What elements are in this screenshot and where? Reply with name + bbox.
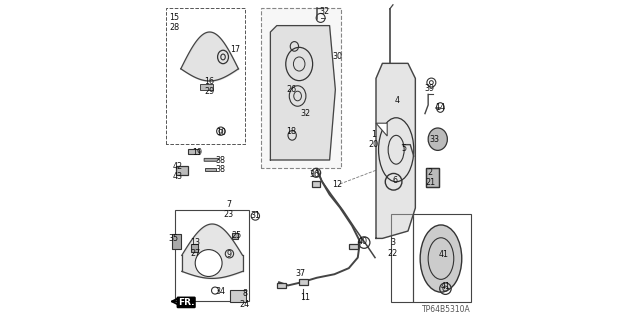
Bar [188, 149, 198, 154]
Bar [426, 168, 439, 187]
Text: 38: 38 [216, 156, 226, 164]
Bar [278, 283, 285, 288]
Text: 32: 32 [320, 7, 330, 16]
Text: 16
29: 16 29 [204, 77, 215, 96]
Text: 36: 36 [309, 170, 319, 179]
Bar [349, 244, 358, 249]
Text: 19: 19 [192, 148, 202, 156]
Polygon shape [200, 84, 212, 90]
Text: 4: 4 [395, 96, 400, 105]
Text: 3
22: 3 22 [388, 238, 398, 258]
Text: 41: 41 [441, 282, 451, 291]
Text: 37: 37 [296, 269, 306, 278]
Text: 32: 32 [301, 109, 310, 118]
Text: 9: 9 [226, 250, 232, 259]
Text: 17: 17 [230, 45, 240, 54]
Bar [175, 166, 188, 175]
Text: 41: 41 [438, 250, 448, 259]
Text: 12: 12 [333, 180, 342, 188]
Text: 14: 14 [436, 103, 445, 112]
Bar [232, 233, 238, 239]
Text: 34: 34 [216, 287, 226, 296]
Text: 40: 40 [358, 237, 367, 246]
Text: 38: 38 [216, 165, 226, 174]
Text: 26: 26 [286, 85, 296, 94]
Text: 7
23: 7 23 [224, 200, 234, 219]
Bar [191, 244, 198, 252]
Text: 1
20: 1 20 [369, 130, 379, 149]
Text: 31: 31 [250, 212, 260, 220]
Text: TP64B5310A: TP64B5310A [422, 305, 471, 314]
Text: 25: 25 [231, 231, 241, 240]
Text: 6: 6 [392, 176, 397, 185]
Text: 33: 33 [429, 135, 439, 144]
Text: 18: 18 [286, 127, 296, 136]
Text: 42
43: 42 43 [173, 162, 182, 181]
Bar [426, 168, 439, 187]
Polygon shape [270, 26, 335, 160]
Ellipse shape [420, 225, 462, 292]
Ellipse shape [428, 128, 447, 150]
Bar [230, 290, 246, 302]
Polygon shape [205, 168, 216, 171]
Text: 15
28: 15 28 [170, 13, 179, 32]
Bar [298, 279, 308, 285]
Text: 8
24: 8 24 [240, 290, 250, 309]
Text: 11: 11 [301, 293, 310, 302]
Text: 2
21: 2 21 [426, 168, 435, 187]
Text: 10: 10 [216, 128, 226, 137]
Text: 39: 39 [424, 84, 435, 92]
Text: 13
27: 13 27 [190, 238, 200, 258]
Polygon shape [376, 123, 387, 136]
Ellipse shape [195, 250, 222, 276]
Text: 30: 30 [333, 52, 342, 60]
Text: 35: 35 [168, 234, 179, 243]
Bar [172, 234, 181, 249]
Polygon shape [376, 63, 415, 238]
Bar [312, 181, 321, 187]
Polygon shape [204, 158, 219, 161]
Text: 5: 5 [401, 144, 406, 153]
Text: FR.: FR. [178, 298, 195, 307]
Polygon shape [261, 8, 340, 168]
